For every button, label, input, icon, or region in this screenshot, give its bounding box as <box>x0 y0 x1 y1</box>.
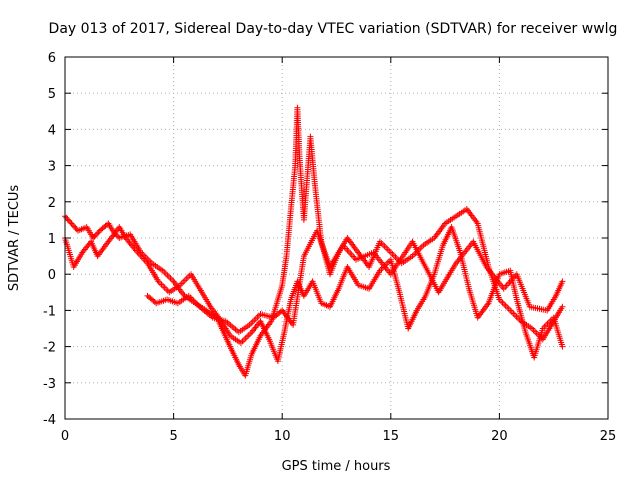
y-tick-label: -3 <box>43 377 56 392</box>
y-tick-label: 0 <box>48 268 56 283</box>
y-tick-label: 5 <box>48 87 56 102</box>
series-markers <box>144 227 566 336</box>
series-track-c <box>144 227 566 336</box>
plot-frame <box>64 56 609 420</box>
x-tick-label: 25 <box>600 429 617 444</box>
x-tick-label: 20 <box>491 429 508 444</box>
y-axis-label: SDTVAR / TECUs <box>7 185 22 292</box>
chart-ticks: 0 5 10 15 20 25 -4 -3 -2 -1 0 1 2 3 4 5 6 <box>43 51 616 444</box>
chart-points <box>62 104 566 379</box>
chart-title: Day 013 of 2017, Sidereal Day-to-day VTE… <box>49 21 618 37</box>
y-tick-label: -2 <box>43 341 56 356</box>
x-tick-label: 0 <box>61 429 69 444</box>
chart-grid <box>65 57 608 419</box>
y-tick-label: -1 <box>43 304 56 319</box>
y-tick-label: 2 <box>48 196 56 211</box>
y-tick-label: 3 <box>48 160 56 175</box>
x-axis-label: GPS time / hours <box>282 459 391 474</box>
x-tick-label: 5 <box>169 429 177 444</box>
y-tick-label: 1 <box>48 232 56 247</box>
series-track-a <box>62 104 566 379</box>
series-markers <box>62 104 566 379</box>
y-tick-label: -4 <box>43 413 56 428</box>
y-tick-label: 4 <box>48 123 56 138</box>
y-tick-label: 6 <box>48 51 56 66</box>
x-tick-label: 15 <box>383 429 400 444</box>
x-tick-label: 10 <box>274 429 291 444</box>
